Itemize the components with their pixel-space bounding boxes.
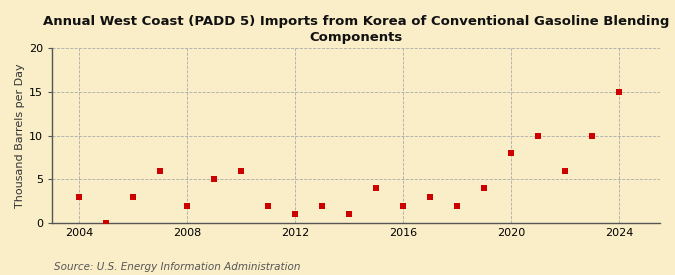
Point	[452, 204, 463, 208]
Point	[236, 168, 247, 173]
Point	[560, 168, 571, 173]
Point	[263, 204, 274, 208]
Point	[209, 177, 220, 182]
Point	[101, 221, 112, 225]
Point	[479, 186, 490, 190]
Point	[425, 195, 436, 199]
Point	[317, 204, 328, 208]
Point	[290, 212, 301, 217]
Point	[398, 204, 409, 208]
Point	[344, 212, 355, 217]
Point	[74, 195, 85, 199]
Text: Source: U.S. Energy Information Administration: Source: U.S. Energy Information Administ…	[54, 262, 300, 272]
Point	[533, 133, 544, 138]
Point	[587, 133, 598, 138]
Point	[155, 168, 166, 173]
Point	[506, 151, 517, 155]
Point	[128, 195, 139, 199]
Title: Annual West Coast (PADD 5) Imports from Korea of Conventional Gasoline Blending
: Annual West Coast (PADD 5) Imports from …	[43, 15, 670, 44]
Point	[614, 90, 625, 94]
Y-axis label: Thousand Barrels per Day: Thousand Barrels per Day	[15, 63, 25, 208]
Point	[182, 204, 193, 208]
Point	[371, 186, 382, 190]
